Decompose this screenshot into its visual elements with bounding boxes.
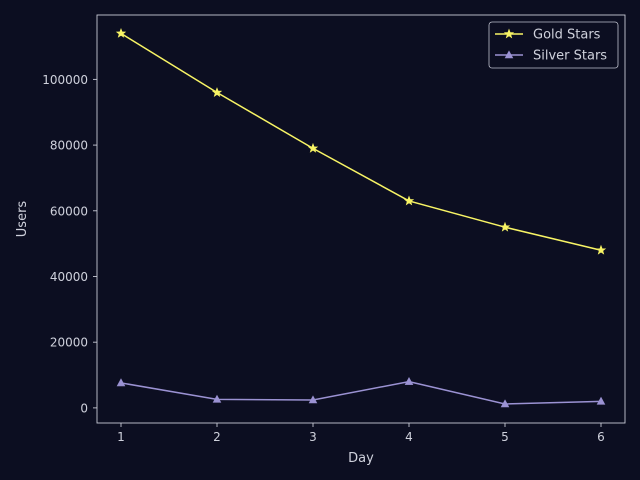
legend-silver-stars-label: Silver Stars	[533, 49, 607, 64]
y-tick-label: 0	[80, 401, 88, 415]
y-tick-label: 60000	[50, 204, 88, 218]
silver-stars-point	[308, 395, 318, 404]
silver-stars-point	[116, 378, 126, 387]
x-tick-label: 4	[405, 430, 413, 444]
y-tick-label: 100000	[42, 73, 88, 87]
gold-stars-point	[115, 27, 127, 38]
gold-stars-point	[211, 87, 223, 97]
legend-gold-stars-label: Gold Stars	[533, 28, 601, 43]
x-tick-label: 6	[597, 430, 605, 444]
y-tick-label: 40000	[50, 270, 88, 284]
gold-stars-point	[403, 195, 415, 206]
y-tick-label: 80000	[50, 139, 88, 153]
silver-stars-point	[212, 394, 222, 403]
gold-stars-point	[307, 142, 319, 153]
gold-stars-point	[499, 221, 511, 232]
gold-stars-point	[595, 244, 607, 255]
gold-stars-line	[120, 32, 602, 251]
y-tick-label: 20000	[50, 336, 88, 350]
plot-area	[96, 14, 626, 424]
legend: Gold Stars Silver Stars	[488, 21, 619, 69]
silver-stars-point	[596, 396, 606, 405]
x-tick-label: 5	[501, 430, 509, 444]
x-tick-label: 3	[309, 430, 317, 444]
silver-stars-point	[500, 399, 510, 408]
x-axis-label: Day	[348, 451, 374, 466]
y-axis-label: Users	[15, 201, 30, 238]
x-tick-label: 2	[213, 430, 221, 444]
legend-silver-stars-marker	[504, 50, 514, 59]
silver-stars-line	[120, 380, 602, 405]
silver-stars-point	[404, 376, 414, 385]
legend-gold-stars-marker	[503, 28, 515, 39]
x-tick-label: 1	[117, 430, 125, 444]
